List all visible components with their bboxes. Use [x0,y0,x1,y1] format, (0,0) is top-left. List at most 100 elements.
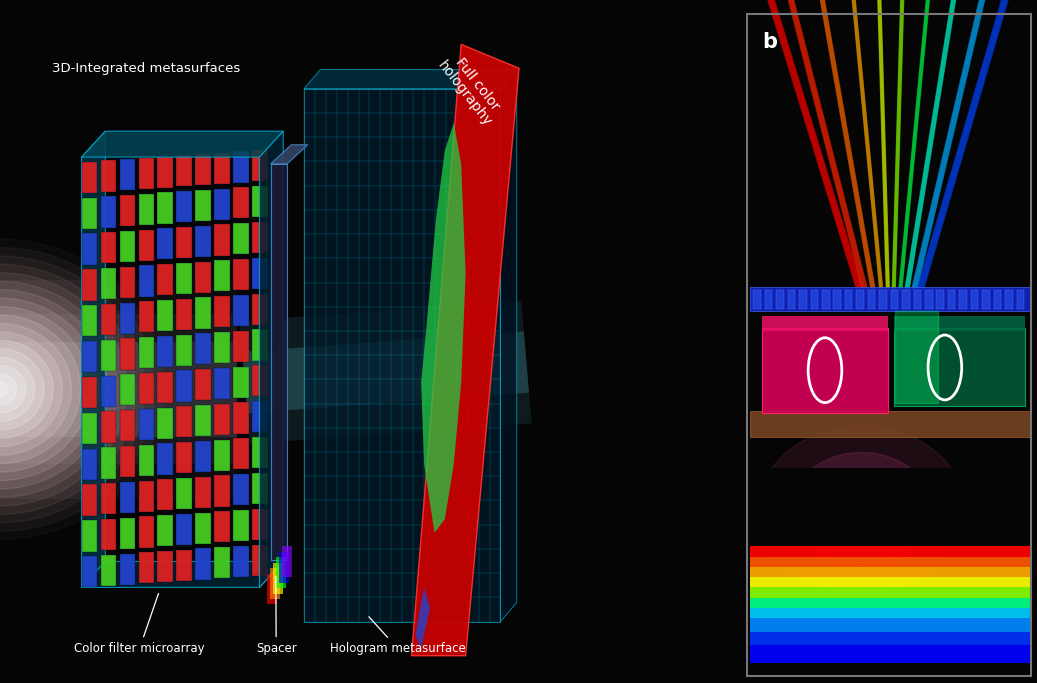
Bar [158,228,173,260]
FancyArrow shape [0,342,237,437]
Bar [101,268,116,299]
Bar [119,374,135,406]
Bar [176,406,192,438]
Polygon shape [791,453,931,565]
Bar [176,370,192,402]
Bar [82,556,97,587]
Bar [158,408,173,438]
Bar [82,341,97,372]
Bar [119,231,135,262]
Bar [233,187,249,219]
Circle shape [0,273,127,506]
Bar [176,442,192,473]
Bar [822,290,830,309]
Bar [777,290,784,309]
Bar [252,437,268,468]
Circle shape [0,256,145,522]
FancyArrow shape [242,331,529,413]
Bar [176,298,192,330]
Bar [119,410,135,441]
Bar [762,328,888,413]
Bar [276,557,286,588]
Polygon shape [759,426,964,591]
Bar [252,150,268,181]
Circle shape [0,315,81,464]
Bar [948,290,955,309]
Bar [139,553,153,583]
Bar [788,290,795,309]
Bar [119,339,135,370]
Bar [101,555,116,586]
Bar [139,158,153,189]
Bar [764,290,773,309]
Bar [753,290,761,309]
Bar [139,516,153,548]
Bar [751,618,1031,632]
Bar [233,295,249,326]
Bar [273,563,283,594]
Text: Full color
holography: Full color holography [435,48,507,129]
Bar [139,481,153,512]
Bar [119,267,135,298]
Polygon shape [501,70,516,622]
Bar [233,223,249,254]
Circle shape [0,382,7,396]
Bar [195,512,211,544]
Bar [101,196,116,227]
Bar [158,336,173,367]
Bar [195,154,211,185]
Bar [158,443,173,475]
Polygon shape [82,561,283,587]
Bar [119,159,135,191]
Bar [891,290,898,309]
Bar [959,290,966,309]
Bar [1005,290,1013,309]
Polygon shape [415,587,430,649]
Bar [751,608,1031,618]
Bar [925,290,932,309]
Bar [82,162,97,193]
Bar [119,554,135,585]
Bar [868,290,875,309]
Circle shape [0,264,136,514]
Bar [215,189,230,220]
Bar [195,548,211,580]
Bar [139,301,153,333]
Bar [751,287,1031,311]
Bar [215,260,230,292]
Bar [158,264,173,295]
Bar [233,367,249,398]
Bar [158,156,173,188]
Bar [751,557,1031,567]
Bar [158,300,173,331]
Bar [271,164,287,560]
FancyArrow shape [0,314,237,464]
Bar [158,193,173,223]
Bar [215,547,230,579]
Polygon shape [259,131,283,587]
Bar [139,194,153,225]
Bar [119,446,135,477]
Circle shape [0,290,108,489]
Circle shape [0,349,44,430]
Circle shape [0,324,72,455]
Bar [158,515,173,546]
Bar [101,483,116,514]
Bar [834,290,841,309]
Bar [971,290,978,309]
Bar [894,328,1026,406]
Bar [195,225,211,257]
Bar [158,479,173,510]
Bar [902,290,909,309]
Bar [82,377,97,408]
Bar [101,447,116,479]
Bar [845,290,852,309]
Bar [215,368,230,399]
Bar [282,546,292,577]
Bar [1016,290,1025,309]
Bar [101,161,116,192]
Bar [176,227,192,258]
Bar [195,477,211,508]
Bar [762,316,888,331]
Bar [158,551,173,582]
